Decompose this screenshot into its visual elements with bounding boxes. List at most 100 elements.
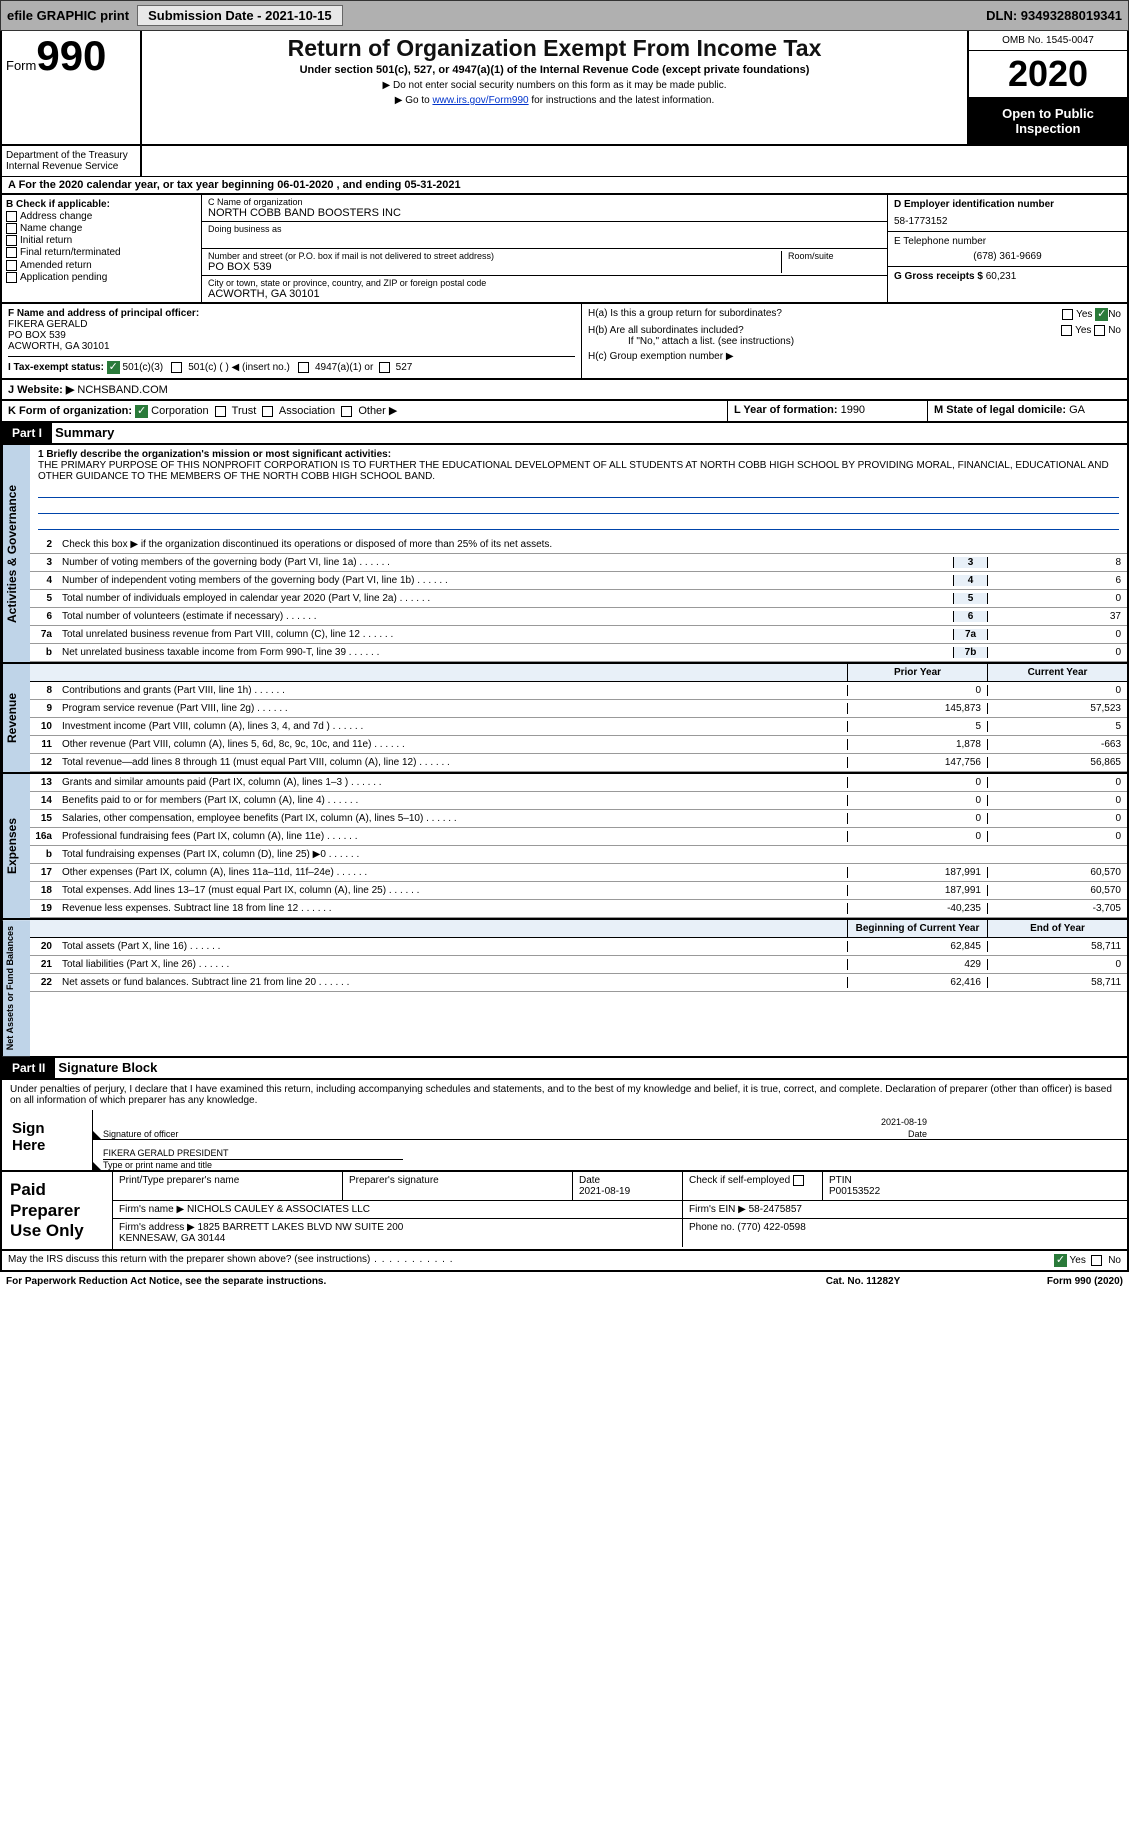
dept-label: Department of the Treasury Internal Reve… bbox=[2, 146, 142, 176]
irs-link[interactable]: www.irs.gov/Form990 bbox=[432, 95, 528, 106]
opt-4947: 4947(a)(1) or bbox=[315, 362, 373, 373]
table-row: 4Number of independent voting members of… bbox=[30, 572, 1127, 590]
form-subtitle: Under section 501(c), 527, or 4947(a)(1)… bbox=[152, 64, 957, 76]
table-row: 11Other revenue (Part VIII, column (A), … bbox=[30, 736, 1127, 754]
side-governance: Activities & Governance bbox=[2, 445, 30, 662]
city-cell: City or town, state or province, country… bbox=[202, 276, 887, 302]
line-2-row: 2 Check this box ▶ if the organization d… bbox=[30, 536, 1127, 554]
efile-label: efile GRAPHIC print bbox=[7, 8, 129, 23]
col-boy: Beginning of Current Year bbox=[847, 920, 987, 937]
officer-addr1: PO BOX 539 bbox=[8, 330, 575, 341]
net-assets-section: Net Assets or Fund Balances Beginning of… bbox=[0, 920, 1129, 1058]
form-title: Return of Organization Exempt From Incom… bbox=[152, 35, 957, 62]
part-1-tag: Part I bbox=[2, 423, 52, 443]
table-row: bNet unrelated business taxable income f… bbox=[30, 644, 1127, 662]
phone-cell: E Telephone number (678) 361-9669 bbox=[888, 232, 1127, 267]
gross-label: G Gross receipts $ bbox=[894, 271, 983, 282]
check-amended[interactable]: Amended return bbox=[6, 260, 197, 271]
sign-date: 2021-08-19 bbox=[881, 1117, 927, 1127]
p-date: 2021-08-19 bbox=[579, 1186, 630, 1197]
check-assoc[interactable] bbox=[262, 406, 273, 417]
check-501c3-icon: ✓ bbox=[107, 361, 120, 374]
submission-date-button[interactable]: Submission Date - 2021-10-15 bbox=[137, 5, 343, 26]
form-org-label: K Form of organization: bbox=[8, 405, 132, 417]
org-name: NORTH COBB BAND BOOSTERS INC bbox=[208, 207, 881, 219]
cat-number: Cat. No. 11282Y bbox=[763, 1276, 963, 1287]
check-address[interactable]: Address change bbox=[6, 211, 197, 222]
col-prior: Prior Year bbox=[847, 664, 987, 681]
firm-name-label: Firm's name ▶ bbox=[119, 1204, 184, 1215]
dba-label: Doing business as bbox=[208, 224, 881, 234]
header-title-box: Return of Organization Exempt From Incom… bbox=[142, 31, 967, 144]
table-row: 8Contributions and grants (Part VIII, li… bbox=[30, 682, 1127, 700]
check-final[interactable]: Final return/terminated bbox=[6, 247, 197, 258]
check-4947[interactable] bbox=[298, 362, 309, 373]
preparer-row-3: Firm's address ▶ 1825 BARRETT LAKES BLVD… bbox=[113, 1219, 1127, 1247]
domicile-label: M State of legal domicile: bbox=[934, 404, 1066, 416]
section-f-h: F Name and address of principal officer:… bbox=[0, 304, 1129, 380]
officer-name-line: FIKERA GERALD PRESIDENT Type or print na… bbox=[93, 1140, 1127, 1170]
discuss-no-box[interactable] bbox=[1091, 1255, 1102, 1266]
check-other[interactable] bbox=[341, 406, 352, 417]
preparer-sig-label: Preparer's signature bbox=[349, 1175, 566, 1186]
officer-print-name: FIKERA GERALD PRESIDENT bbox=[103, 1148, 229, 1158]
tax-year-period: A For the 2020 calendar year, or tax yea… bbox=[0, 176, 1129, 195]
check-application[interactable]: Application pending bbox=[6, 272, 197, 283]
preparer-row-1: Print/Type preparer's name Preparer's si… bbox=[113, 1172, 1127, 1201]
part-2-title: Signature Block bbox=[58, 1060, 157, 1075]
tax-year: 2020 bbox=[969, 51, 1127, 98]
h-a-label: H(a) Is this a group return for subordin… bbox=[588, 308, 782, 319]
firm-phone: (770) 422-0598 bbox=[737, 1222, 805, 1233]
discuss-yes: Yes bbox=[1070, 1255, 1086, 1266]
discuss-yes-icon: ✓ bbox=[1054, 1254, 1067, 1267]
signature-section: Under penalties of perjury, I declare th… bbox=[0, 1080, 1129, 1172]
check-501c[interactable] bbox=[171, 362, 182, 373]
check-self-employed[interactable] bbox=[793, 1175, 804, 1186]
officer-addr2: ACWORTH, GA 30101 bbox=[8, 341, 575, 352]
underline bbox=[38, 484, 1119, 498]
h-b-label: H(b) Are all subordinates included? bbox=[588, 325, 744, 336]
opt-501c: 501(c) ( ) ◀ (insert no.) bbox=[188, 362, 290, 373]
goto-post: for instructions and the latest informat… bbox=[529, 95, 715, 106]
section-h: H(a) Is this a group return for subordin… bbox=[582, 304, 1127, 378]
table-row: 7aTotal unrelated business revenue from … bbox=[30, 626, 1127, 644]
opt-corp: Corporation bbox=[151, 405, 208, 417]
year-formation-label: L Year of formation: bbox=[734, 404, 838, 416]
table-row: 16aProfessional fundraising fees (Part I… bbox=[30, 828, 1127, 846]
omb-number: OMB No. 1545-0047 bbox=[969, 31, 1127, 51]
check-name[interactable]: Name change bbox=[6, 223, 197, 234]
paid-preparer-section: Paid Preparer Use Only Print/Type prepar… bbox=[0, 1172, 1129, 1251]
firm-ein-label: Firm's EIN ▶ bbox=[689, 1204, 746, 1215]
mission-text: THE PRIMARY PURPOSE OF THIS NONPROFIT CO… bbox=[38, 460, 1119, 482]
sign-here-row: Sign Here 2021-08-19 Signature of office… bbox=[2, 1110, 1127, 1170]
org-name-cell: C Name of organization NORTH COBB BAND B… bbox=[202, 195, 887, 222]
hb-no[interactable] bbox=[1094, 325, 1105, 336]
gross-cell: G Gross receipts $ 60,231 bbox=[888, 267, 1127, 286]
part-2-header: Part II Signature Block bbox=[0, 1058, 1129, 1080]
part-2-tag: Part II bbox=[2, 1058, 55, 1078]
part-1-title: Summary bbox=[55, 425, 114, 440]
phone-value: (678) 361-9669 bbox=[894, 251, 1121, 262]
city-label: City or town, state or province, country… bbox=[208, 278, 881, 288]
discuss-row: May the IRS discuss this return with the… bbox=[0, 1251, 1129, 1272]
table-row: 5Total number of individuals employed in… bbox=[30, 590, 1127, 608]
self-emp-label: Check if self-employed bbox=[689, 1175, 790, 1186]
check-initial[interactable]: Initial return bbox=[6, 235, 197, 246]
check-trust[interactable] bbox=[215, 406, 226, 417]
hb-yes[interactable] bbox=[1061, 325, 1072, 336]
side-revenue: Revenue bbox=[2, 664, 30, 772]
year-formation: 1990 bbox=[841, 404, 865, 416]
ein-cell: D Employer identification number 58-1773… bbox=[888, 195, 1127, 232]
table-row: 15Salaries, other compensation, employee… bbox=[30, 810, 1127, 828]
check-527[interactable] bbox=[379, 362, 390, 373]
ha-yes[interactable] bbox=[1062, 309, 1073, 320]
tax-exempt-label: I Tax-exempt status: bbox=[8, 362, 104, 373]
street-value: PO BOX 539 bbox=[208, 261, 781, 273]
table-row: 10Investment income (Part VIII, column (… bbox=[30, 718, 1127, 736]
section-b-to-g: B Check if applicable: Address change Na… bbox=[0, 195, 1129, 304]
table-row: 3Number of voting members of the governi… bbox=[30, 554, 1127, 572]
form-number-box: Form990 bbox=[2, 31, 142, 144]
org-name-label: C Name of organization bbox=[208, 197, 881, 207]
table-row: 9Program service revenue (Part VIII, lin… bbox=[30, 700, 1127, 718]
table-row: 6Total number of volunteers (estimate if… bbox=[30, 608, 1127, 626]
